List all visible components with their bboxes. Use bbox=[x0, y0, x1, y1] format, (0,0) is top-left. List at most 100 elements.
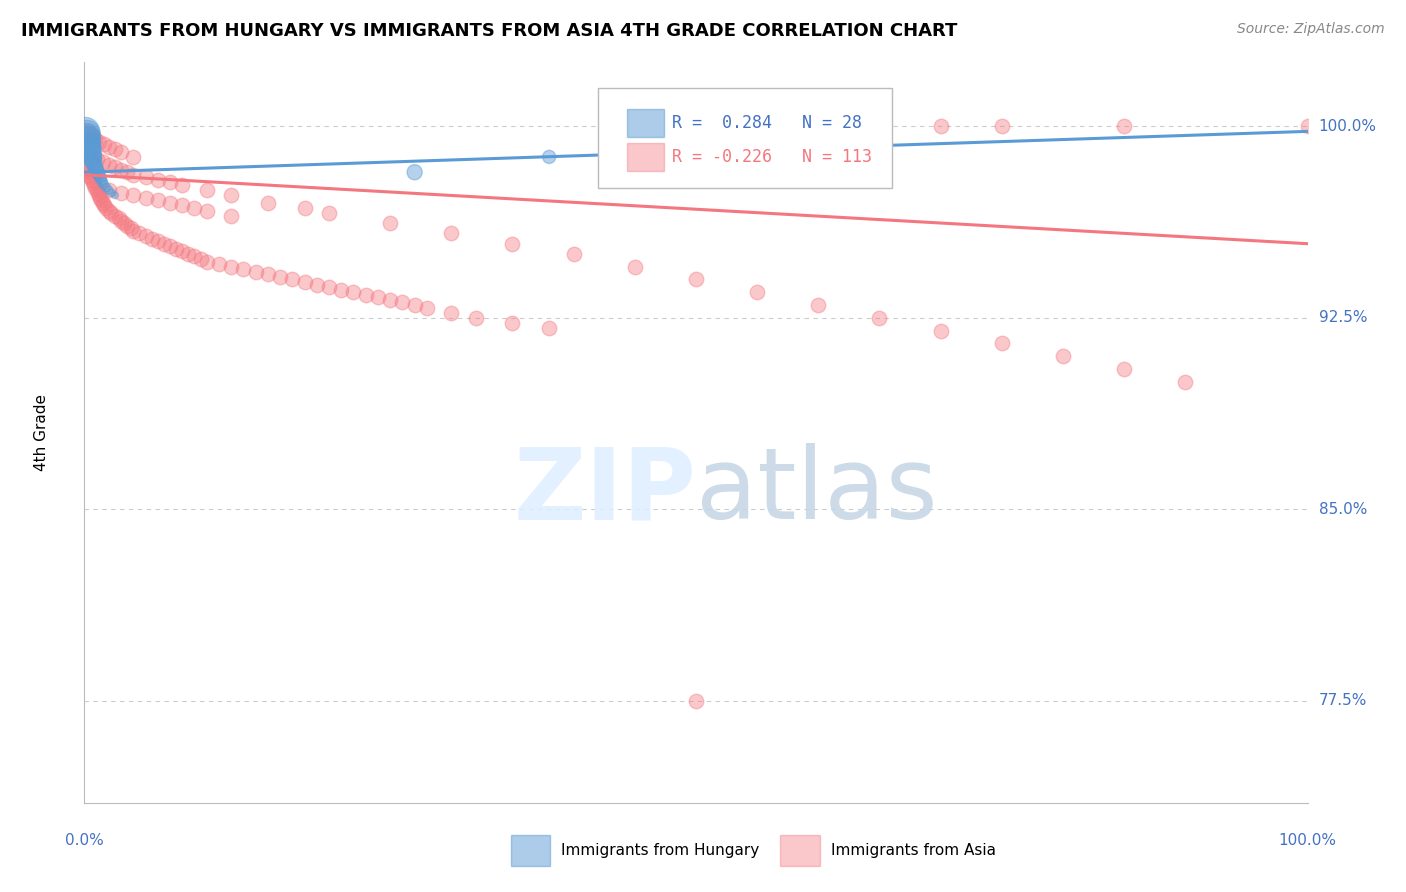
Point bbox=[87, 165, 110, 179]
Point bbox=[93, 178, 115, 192]
Point bbox=[91, 195, 114, 210]
Point bbox=[122, 224, 145, 238]
Point bbox=[82, 155, 104, 169]
Point bbox=[80, 173, 103, 187]
Point bbox=[79, 142, 101, 156]
Point bbox=[172, 198, 194, 212]
Point bbox=[464, 310, 486, 325]
Point bbox=[354, 287, 377, 301]
Point bbox=[190, 252, 212, 266]
Point bbox=[87, 135, 110, 149]
Point bbox=[135, 191, 157, 205]
Point bbox=[562, 247, 585, 261]
Point bbox=[1114, 120, 1136, 134]
Point bbox=[97, 203, 120, 218]
Point bbox=[624, 260, 647, 274]
Point bbox=[84, 132, 107, 146]
Point bbox=[404, 165, 426, 179]
Point bbox=[80, 147, 103, 161]
Point bbox=[269, 269, 291, 284]
FancyBboxPatch shape bbox=[780, 836, 820, 866]
Point bbox=[77, 165, 100, 179]
Point bbox=[97, 183, 120, 197]
Point bbox=[294, 275, 316, 289]
Point bbox=[685, 272, 707, 286]
FancyBboxPatch shape bbox=[627, 143, 664, 171]
Point bbox=[502, 316, 524, 330]
Text: 92.5%: 92.5% bbox=[1319, 310, 1367, 326]
Point bbox=[416, 301, 439, 315]
Point bbox=[135, 229, 157, 244]
Point bbox=[159, 176, 181, 190]
Point bbox=[115, 219, 138, 233]
Point bbox=[122, 168, 145, 182]
Point bbox=[82, 153, 104, 167]
Point bbox=[77, 135, 100, 149]
Point bbox=[208, 257, 231, 271]
Point bbox=[110, 213, 132, 227]
Text: Immigrants from Hungary: Immigrants from Hungary bbox=[561, 844, 759, 858]
Point bbox=[80, 150, 103, 164]
Point bbox=[172, 244, 194, 259]
Text: atlas: atlas bbox=[696, 443, 938, 541]
Point bbox=[90, 194, 112, 208]
Point bbox=[84, 160, 107, 174]
Point bbox=[146, 234, 169, 248]
Point bbox=[89, 170, 111, 185]
Point bbox=[183, 250, 205, 264]
Point bbox=[318, 280, 340, 294]
Point bbox=[929, 324, 952, 338]
Point bbox=[159, 239, 181, 253]
Text: Immigrants from Asia: Immigrants from Asia bbox=[831, 844, 995, 858]
Text: IMMIGRANTS FROM HUNGARY VS IMMIGRANTS FROM ASIA 4TH GRADE CORRELATION CHART: IMMIGRANTS FROM HUNGARY VS IMMIGRANTS FR… bbox=[21, 22, 957, 40]
Point bbox=[75, 157, 97, 171]
Text: 77.5%: 77.5% bbox=[1319, 693, 1367, 708]
Point bbox=[172, 178, 194, 192]
Point bbox=[538, 321, 561, 335]
Point bbox=[115, 165, 138, 179]
Text: 4th Grade: 4th Grade bbox=[34, 394, 49, 471]
Point bbox=[122, 188, 145, 202]
Point bbox=[77, 139, 100, 153]
Point bbox=[83, 157, 105, 171]
Point bbox=[91, 176, 114, 190]
Point bbox=[685, 694, 707, 708]
Point bbox=[96, 201, 118, 215]
Point bbox=[991, 120, 1014, 134]
Point bbox=[1296, 120, 1319, 134]
Point bbox=[294, 201, 316, 215]
Point bbox=[77, 132, 100, 146]
Point bbox=[87, 168, 110, 182]
Point bbox=[195, 254, 218, 268]
Point bbox=[141, 231, 163, 245]
Point bbox=[747, 285, 769, 300]
Point bbox=[219, 188, 242, 202]
Text: 100.0%: 100.0% bbox=[1278, 833, 1337, 848]
Point bbox=[104, 188, 127, 202]
Point bbox=[93, 198, 115, 212]
Point bbox=[104, 160, 127, 174]
Text: 100.0%: 100.0% bbox=[1319, 119, 1376, 134]
Point bbox=[76, 129, 98, 144]
Point bbox=[82, 129, 104, 144]
Point bbox=[380, 216, 402, 230]
Point bbox=[1114, 361, 1136, 376]
Point bbox=[153, 236, 176, 251]
Point bbox=[77, 168, 100, 182]
Point bbox=[83, 178, 105, 192]
Point bbox=[183, 201, 205, 215]
Point bbox=[82, 176, 104, 190]
Point bbox=[86, 162, 108, 177]
Point bbox=[330, 283, 353, 297]
Point bbox=[107, 211, 129, 226]
Point bbox=[79, 145, 101, 159]
Point bbox=[380, 293, 402, 307]
Point bbox=[281, 272, 304, 286]
Point bbox=[86, 153, 108, 167]
Point bbox=[305, 277, 328, 292]
Point bbox=[97, 183, 120, 197]
Point bbox=[120, 221, 142, 235]
Text: 0.0%: 0.0% bbox=[65, 833, 104, 848]
Point bbox=[869, 310, 891, 325]
Point bbox=[257, 195, 280, 210]
